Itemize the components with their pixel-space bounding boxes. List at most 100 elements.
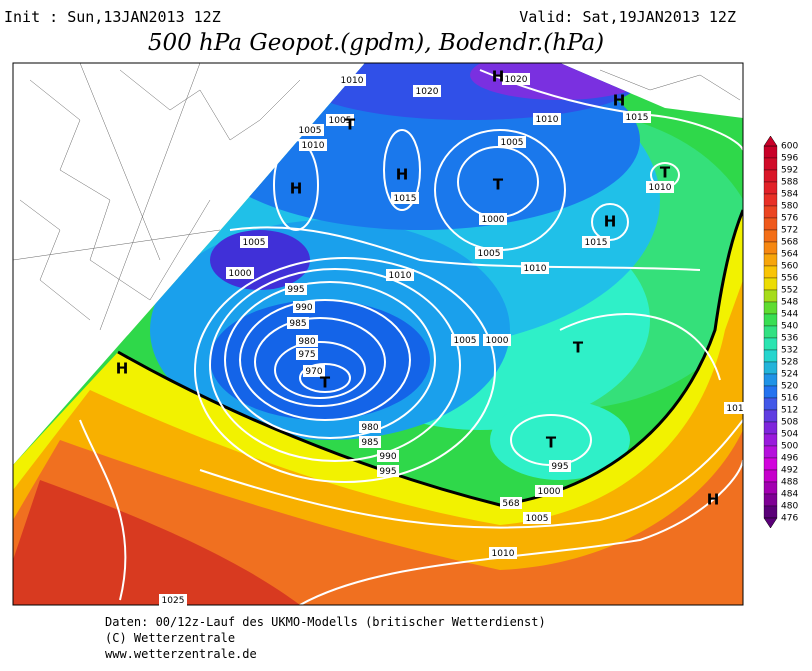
pressure-label-box [377,465,399,477]
pressure-label: 1005 [454,336,477,346]
colorbar-label: 584 [781,190,798,200]
colorbar-band [763,277,778,291]
pressure-label: 980 [361,423,378,433]
pressure-label-box [582,236,610,248]
colorbar-band [763,145,778,159]
colorbar-band [763,169,778,183]
pressure-label: 1010 [341,76,364,86]
colorbar-band [763,481,778,495]
pressure-label-box [326,114,354,126]
isobars [79,69,743,605]
map-title: 500 hPa Geopot.(gpdm), Bodendr.(hPa) [148,30,604,56]
colorbar-band [763,361,778,375]
pressure-label-box [533,113,561,125]
coastlines [13,63,741,331]
pressure-label-box [296,335,318,347]
pressure-label-box [338,74,366,86]
colorbar-band [763,265,778,279]
pressure-center: H [707,491,720,509]
colorbar-label: 476 [781,514,798,524]
pressure-label-box [359,436,381,448]
colorbar-band [763,385,778,399]
pressure-label: 975 [298,350,315,360]
pressure-label: 1000 [538,487,561,497]
colorbar-label: 492 [781,466,798,476]
colorbar-band [763,445,778,459]
pressure-center: H [290,180,303,198]
colorbar-label: 592 [781,166,798,176]
colorbar-band [763,325,778,339]
colorbar-band [763,313,778,327]
pressure-label-box [498,136,526,148]
valid-time: Valid: Sat,19JAN2013 12Z [519,8,736,26]
colorbar-label: 536 [781,334,798,344]
pressure-label: 1010 [536,115,559,125]
pressure-label: 1025 [162,596,185,606]
pressure-center: T [493,176,504,194]
pressure-center: H [492,68,505,86]
colorbar-label: 500 [781,442,798,452]
pressure-label: 995 [287,285,304,295]
colorbar-label: 552 [781,286,798,296]
pressure-label-box [500,497,522,509]
pressure-label: 101 [726,404,743,414]
colorbar-label: 560 [781,262,798,272]
pressure-label-box [285,283,307,295]
pressure-label-box [299,139,327,151]
colorbar-band [763,217,778,231]
pressure-label-box [413,85,441,97]
colorbar-band [763,241,778,255]
colorbar-label: 512 [781,406,798,416]
pressure-label-box [475,247,503,259]
colorbar-label: 580 [781,202,798,212]
map-labels: 1010 1005 1005 1010 1020 1020 1010 1015 1005 1010… [116,68,746,606]
pressure-label-box [451,334,479,346]
pressure-label-box [296,124,324,136]
pressure-label: 1005 [243,238,266,248]
pressure-label: 1015 [394,194,417,204]
colorbar-band [763,229,778,243]
pressure-label-box [549,460,571,472]
colorbar-band [763,181,778,195]
pressure-center: T [345,116,356,134]
colorbar-label: 544 [781,310,798,320]
colorbar-label: 516 [781,394,798,404]
pressure-label: 1020 [416,87,439,97]
pressure-label-box [623,111,651,123]
pressure-label-box [287,317,309,329]
colorbar-band [763,397,778,411]
pressure-center: T [546,434,557,452]
pressure-label: 1005 [478,249,501,259]
colorbar-label: 564 [781,250,798,260]
pressure-label: 985 [289,319,306,329]
colorbar-label: 588 [781,178,798,188]
colorbar-band [763,337,778,351]
pressure-label-box [386,269,414,281]
pressure-label: 1000 [229,269,252,279]
colorbar-band [763,469,778,483]
pressure-center: H [604,213,617,231]
colorbar-band [763,409,778,423]
pressure-label: 1000 [486,336,509,346]
init-time: Init : Sun,13JAN2013 12Z [4,8,221,26]
colorbar-label: 548 [781,298,798,308]
colorbar-label: 532 [781,346,798,356]
colorbar-band [763,289,778,303]
pressure-label-box [479,213,507,225]
colorbar-cap [763,517,778,529]
pressure-label-box [391,192,419,204]
pressure-label: 1005 [329,116,352,126]
colorbar-label: 484 [781,490,798,500]
pressure-label: 1010 [389,271,412,281]
pressure-label: 970 [305,367,322,377]
colorbar-label: 556 [781,274,798,284]
pressure-label: 1005 [501,138,524,148]
colorbar-label: 520 [781,382,798,392]
pressure-label: 1005 [526,514,549,524]
colorbar-label: 596 [781,154,798,164]
pressure-label: 1015 [585,238,608,248]
pressure-label-box [521,262,549,274]
colorbar-band [763,373,778,387]
colorbar-label: 572 [781,226,798,236]
pressure-label: 990 [295,303,312,313]
